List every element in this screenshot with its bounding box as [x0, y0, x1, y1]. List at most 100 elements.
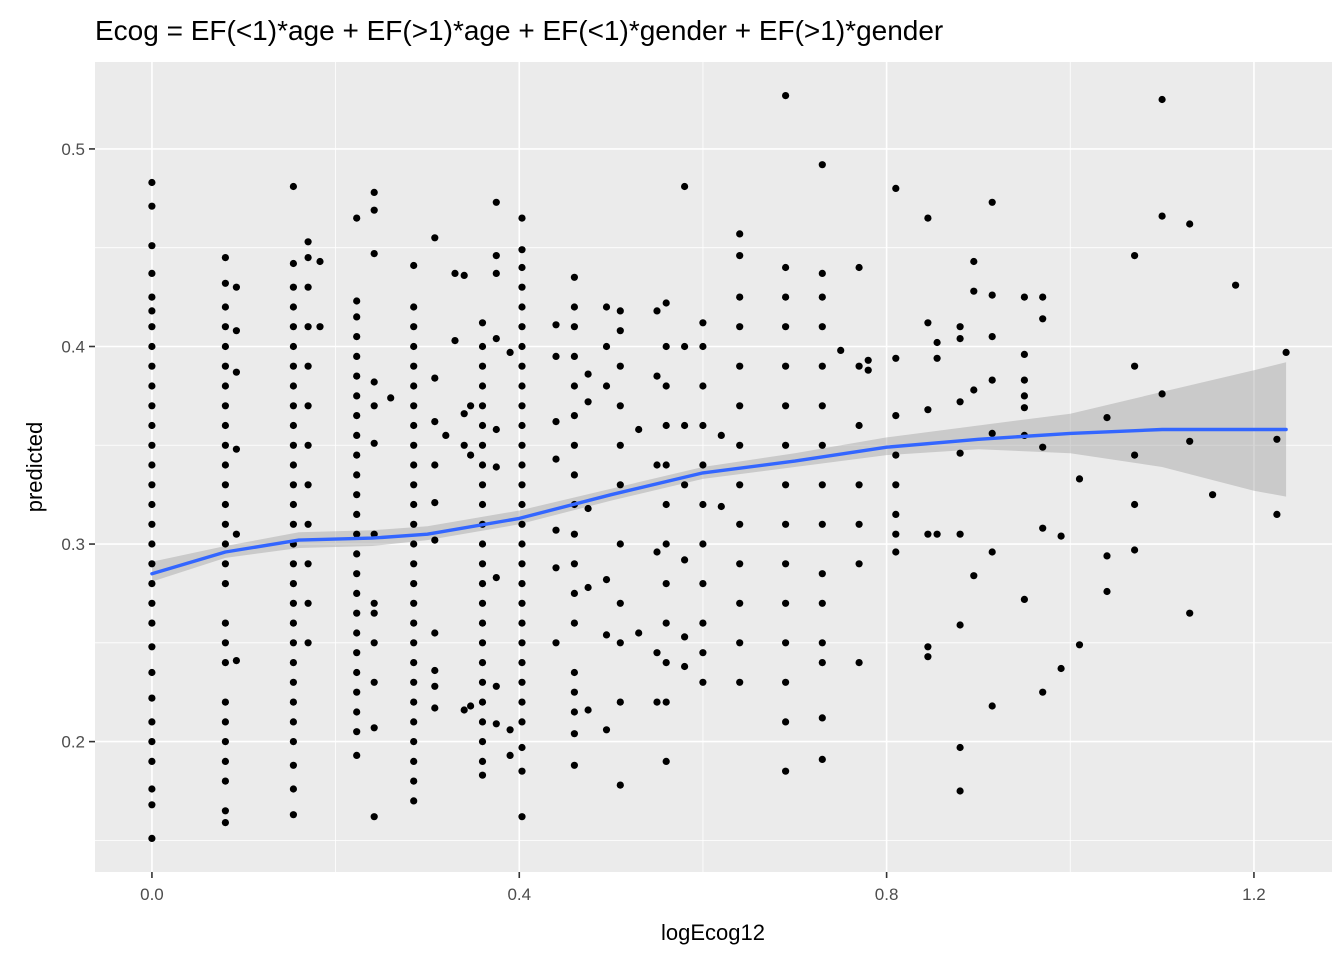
data-point	[662, 421, 670, 430]
data-point	[653, 649, 661, 657]
data-point	[570, 668, 579, 677]
data-point	[148, 834, 156, 843]
data-point	[736, 599, 744, 607]
data-point	[289, 659, 297, 667]
data-point	[431, 418, 439, 426]
data-point	[289, 811, 297, 819]
data-point	[892, 481, 900, 489]
data-point	[304, 323, 312, 331]
data-point	[518, 461, 526, 469]
data-point	[370, 188, 378, 196]
data-point	[1103, 552, 1111, 560]
data-point	[988, 702, 996, 710]
data-point	[818, 293, 826, 301]
data-point	[410, 659, 418, 667]
data-point	[316, 257, 324, 266]
data-point	[956, 449, 964, 457]
data-point	[353, 728, 361, 736]
data-point	[570, 560, 579, 568]
data-point	[818, 639, 826, 647]
data-point	[518, 441, 526, 449]
data-point	[1020, 595, 1028, 604]
data-point	[304, 599, 312, 607]
data-point	[353, 570, 361, 578]
data-point	[410, 639, 418, 647]
data-point	[221, 639, 229, 647]
data-point	[478, 560, 487, 568]
plot-panel	[95, 62, 1332, 872]
data-point	[232, 657, 240, 665]
data-point	[478, 319, 487, 327]
x-axis-title: logEcog12	[661, 920, 765, 945]
data-point	[289, 599, 297, 607]
data-point	[148, 461, 156, 469]
data-point	[892, 510, 900, 518]
data-point	[148, 382, 156, 390]
data-point	[410, 718, 418, 726]
data-point	[304, 283, 312, 291]
data-point	[442, 431, 450, 439]
data-point	[782, 293, 790, 301]
data-point	[304, 639, 312, 647]
data-point	[653, 548, 661, 556]
data-point	[518, 481, 526, 489]
data-point	[1020, 350, 1028, 358]
data-point	[304, 441, 312, 449]
data-point	[988, 376, 996, 384]
data-point	[635, 425, 643, 434]
data-point	[552, 639, 560, 647]
data-point	[1131, 252, 1139, 260]
data-point	[467, 702, 475, 710]
data-point	[1039, 315, 1047, 323]
data-point	[289, 500, 297, 509]
data-point	[1020, 376, 1028, 384]
data-point	[970, 257, 978, 266]
data-point	[956, 621, 964, 629]
data-point	[221, 279, 229, 287]
data-point	[221, 323, 229, 331]
data-point	[1158, 212, 1166, 220]
data-point	[148, 560, 156, 568]
data-point	[518, 402, 526, 410]
data-point	[221, 402, 229, 410]
data-point	[410, 698, 418, 706]
data-point	[148, 293, 156, 301]
data-point	[353, 451, 361, 459]
data-point	[148, 540, 156, 548]
data-point	[892, 184, 900, 192]
data-point	[289, 461, 297, 469]
data-point	[1039, 524, 1047, 532]
data-point	[148, 619, 156, 627]
data-point	[864, 366, 872, 374]
data-point	[518, 599, 526, 607]
data-point	[1075, 475, 1084, 483]
data-point	[1131, 500, 1139, 509]
data-point	[518, 323, 526, 331]
data-point	[518, 639, 526, 647]
data-point	[148, 580, 156, 588]
data-point	[570, 323, 579, 331]
data-point	[855, 560, 863, 568]
data-point	[478, 599, 487, 607]
data-point	[304, 481, 312, 489]
data-point	[518, 659, 526, 667]
data-point	[970, 572, 978, 580]
data-point	[1039, 293, 1047, 301]
data-point	[602, 303, 611, 311]
data-point	[221, 342, 229, 351]
data-point	[782, 678, 790, 686]
data-point	[353, 491, 361, 499]
data-point	[353, 372, 361, 380]
data-point	[616, 639, 624, 647]
data-point	[221, 777, 229, 785]
data-point	[717, 502, 725, 511]
data-point	[892, 354, 900, 362]
data-point	[570, 303, 579, 311]
data-point	[681, 421, 689, 430]
data-point	[717, 431, 725, 439]
data-point	[956, 530, 964, 538]
data-point	[353, 708, 361, 716]
data-point	[933, 354, 941, 362]
data-point	[148, 178, 156, 187]
data-point	[221, 757, 229, 766]
